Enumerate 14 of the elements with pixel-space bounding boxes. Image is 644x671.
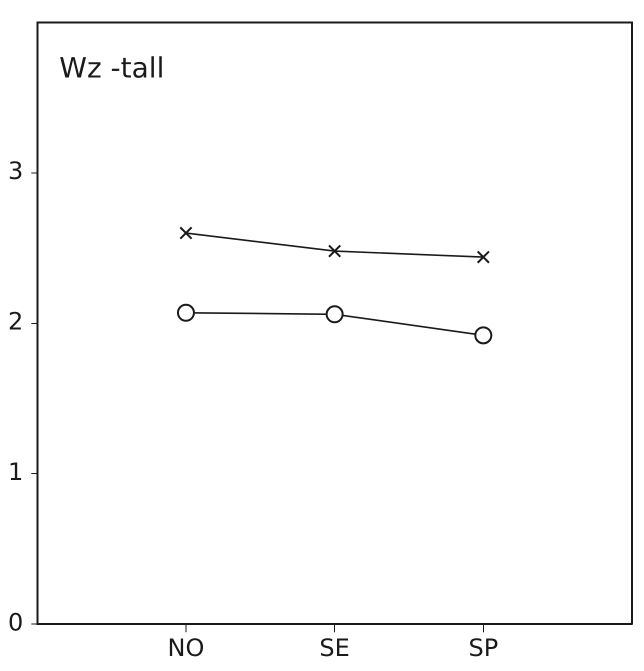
y-tick-label: 1 <box>8 458 24 486</box>
text: Wz -tall <box>59 52 164 85</box>
point <box>176 304 195 322</box>
y-tick-label: 0 <box>8 608 24 636</box>
point <box>476 250 490 264</box>
point <box>474 326 492 344</box>
x-tick-label: SP <box>468 634 498 662</box>
point <box>179 226 193 240</box>
x-tick-label: SE <box>319 634 350 662</box>
y-tick-label: 2 <box>8 308 24 336</box>
point <box>328 244 342 258</box>
y-tick-label: 3 <box>8 157 24 186</box>
x-tick-label: NO <box>168 634 204 662</box>
point <box>326 305 344 324</box>
